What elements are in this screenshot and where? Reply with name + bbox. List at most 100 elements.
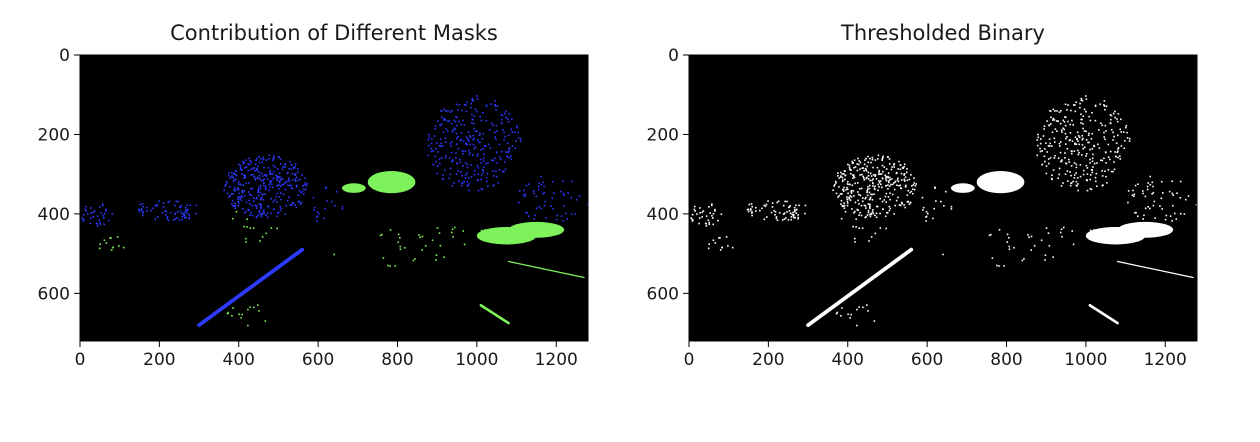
mask-pixel [903,174,905,176]
x-tick-label: 1200 [1144,350,1187,370]
mask-pixel [513,131,516,133]
mask-pixel [250,194,253,197]
mask-pixel [895,199,898,202]
mask-pixel [500,122,503,125]
mask-pixel [1129,137,1131,140]
mask-pixel [1117,148,1119,150]
mask-pixel [246,226,248,228]
mask-pixel [538,205,540,208]
mask-pixel [140,209,143,212]
mask-pixel [1070,152,1073,155]
mask-pixel [477,173,480,175]
mask-pixel [226,182,228,184]
mask-pixel [1105,175,1107,178]
mask-pixel [289,160,291,163]
mask-pixel [258,203,261,205]
mask-pixel [773,209,775,212]
mask-pixel [1110,170,1113,173]
mask-pixel [455,143,458,145]
mask-pixel [482,160,485,163]
mask-pixel [1082,137,1084,140]
mask-pixel [871,179,873,182]
mask-pixel [244,237,247,240]
mask-pixel [183,216,186,219]
mask-pixel [230,193,233,195]
mask-pixel [472,134,475,137]
mask-pixel [258,171,261,174]
mask-pixel [1077,140,1079,142]
mask-pixel [1033,244,1036,247]
mask-pixel [442,178,444,181]
mask-pixel [470,102,472,105]
mask-pixel [477,189,480,192]
mask-pixel [862,167,864,169]
mask-pixel [266,178,269,180]
mask-pixel [535,207,538,210]
mask-pixel [1060,160,1063,163]
mask-pixel [878,169,881,172]
mask-pixel [1080,122,1082,124]
mask-pixel [284,166,287,168]
mask-pixel [231,171,233,174]
mask-pixel [869,184,871,187]
mask-pixel [925,216,927,218]
mask-pixel [447,110,449,112]
mask-pixel [232,176,235,179]
mask-pixel [260,184,262,187]
mask-pixel [382,257,385,259]
mask-pixel [776,201,779,204]
mask-pixel [1098,235,1100,238]
mask-pixel [540,183,543,186]
mask-pixel [792,216,795,219]
mask-pixel [886,212,889,214]
mask-pixel [1172,204,1174,207]
mask-pixel [279,158,282,160]
mask-pixel [292,202,294,205]
mask-pixel [253,197,255,199]
mask-pixel [438,158,441,160]
mask-pixel [910,174,912,176]
mask-pixel [1160,180,1163,183]
mask-pixel [748,203,751,206]
mask-pixel [1066,108,1068,111]
mask-pixel [242,208,244,210]
mask-pixel [843,186,845,189]
mask-pixel [552,208,555,210]
mask-pixel [281,183,283,186]
mask-pixel [1062,226,1065,229]
mask-pixel [1117,113,1120,115]
mask-pixel [237,183,240,185]
mask-pixel [269,169,272,172]
mask-pixel [1086,189,1089,192]
mask-pixel [445,110,447,112]
y-tick-label: 600 [38,284,70,304]
mask-pixel [874,175,876,177]
mask-pixel [563,194,566,196]
mask-pixel [256,215,259,218]
mask-pixel [853,176,856,179]
mask-pixel [905,184,907,187]
mask-pixel [276,184,278,187]
mask-pixel [476,110,478,113]
mask-pixel [853,195,855,197]
mask-pixel [866,165,868,168]
mask-pixel [1149,183,1152,186]
mask-pixel [874,174,877,176]
mask-pixel [525,184,528,187]
mask-pixel [450,145,452,147]
mask-pixel [878,180,880,182]
mask-pixel [1064,124,1067,127]
mask-pixel [1036,139,1039,141]
mask-pixel [436,142,438,144]
mask-pixel [500,150,503,153]
mask-pixel [771,202,774,204]
mask-pixel [86,213,89,215]
mask-pixel [326,200,328,202]
mask-pixel [273,208,275,211]
mask-pixel [709,212,711,214]
mask-pixel [234,172,236,175]
mask-pixel [1169,215,1172,217]
mask-pixel [1144,195,1147,198]
mask-pixel [485,237,487,239]
mask-pixel [869,207,871,210]
